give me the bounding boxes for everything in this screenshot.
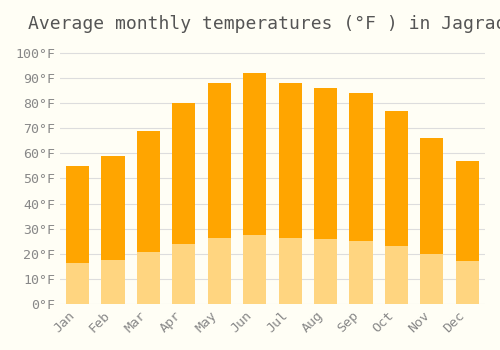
Bar [137,131,160,304]
Bar [66,166,89,304]
Bar [420,138,444,304]
Bar [314,88,337,304]
Bar [137,252,160,304]
Bar [350,93,372,304]
Bar [243,235,266,304]
Bar [456,261,479,304]
Bar [385,246,408,304]
Bar [172,244,196,304]
Bar [350,241,372,304]
Bar [278,238,301,304]
Bar [420,254,444,304]
Bar [208,238,231,304]
Bar [102,156,124,304]
Bar [243,73,266,304]
Bar [66,262,89,304]
Bar [102,260,124,304]
Bar [172,103,196,304]
Bar [278,83,301,304]
Bar [208,83,231,304]
Bar [456,161,479,304]
Title: Average monthly temperatures (°F ) in Jagraon: Average monthly temperatures (°F ) in Ja… [28,15,500,33]
Bar [314,239,337,304]
Bar [385,111,408,304]
